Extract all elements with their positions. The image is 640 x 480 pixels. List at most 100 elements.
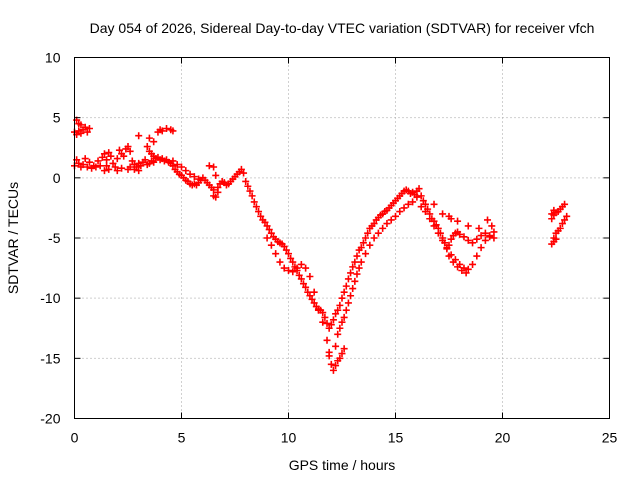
data-point xyxy=(338,318,346,326)
data-point xyxy=(302,264,310,272)
data-point xyxy=(285,250,292,258)
data-point xyxy=(400,204,408,212)
data-point xyxy=(357,244,365,252)
axis-ticks: 0 5 10 15 20 25 -20 -15 -10 -5 0 5 10 xyxy=(40,50,617,446)
data-point xyxy=(561,200,569,208)
data-point xyxy=(347,269,355,277)
data-point xyxy=(488,222,496,230)
data-point xyxy=(79,161,87,169)
data-point xyxy=(421,200,429,208)
x-tick-label: 10 xyxy=(281,430,297,446)
data-point xyxy=(255,208,263,216)
data-point xyxy=(387,216,395,224)
data-point xyxy=(460,233,468,241)
data-point xyxy=(321,313,329,321)
data-point xyxy=(98,153,106,161)
y-tick-label: -10 xyxy=(40,290,60,306)
data-point xyxy=(135,132,143,140)
data-point xyxy=(96,162,104,170)
data-point xyxy=(178,163,185,171)
data-point xyxy=(267,241,275,249)
data-point xyxy=(323,336,331,344)
data-point xyxy=(83,128,91,136)
data-point xyxy=(473,252,481,260)
data-point xyxy=(342,282,350,290)
data-point xyxy=(486,233,494,241)
data-point xyxy=(336,301,344,309)
data-point xyxy=(103,156,111,164)
data-point xyxy=(340,288,348,296)
y-axis-label: SDTVAR / TECUs xyxy=(5,182,21,294)
data-point xyxy=(481,229,489,237)
data-point xyxy=(325,324,333,332)
data-point xyxy=(334,330,342,338)
data-point xyxy=(550,206,558,214)
data-point xyxy=(265,226,273,234)
data-point xyxy=(244,182,252,190)
data-point xyxy=(248,192,256,200)
data-point xyxy=(111,163,119,171)
data-point xyxy=(426,215,434,223)
data-point xyxy=(105,149,113,157)
data-point xyxy=(306,292,314,300)
data-point xyxy=(404,200,412,208)
data-point xyxy=(124,143,132,151)
data-point xyxy=(237,165,245,173)
data-point xyxy=(304,288,312,296)
data-point xyxy=(210,186,218,194)
data-point xyxy=(370,220,378,228)
data-point xyxy=(430,200,438,208)
data-point xyxy=(445,241,453,249)
data-point xyxy=(443,245,451,253)
data-point xyxy=(246,187,254,195)
data-point xyxy=(323,319,331,327)
data-point xyxy=(454,263,462,271)
data-point xyxy=(445,252,453,260)
data-point xyxy=(310,288,318,296)
data-point xyxy=(306,273,314,281)
data-point xyxy=(319,309,327,317)
data-point xyxy=(449,258,457,266)
data-point xyxy=(302,283,310,291)
data-point xyxy=(77,121,85,129)
data-point xyxy=(126,147,134,155)
data-point xyxy=(252,203,260,211)
data-point xyxy=(214,183,222,191)
data-point xyxy=(319,318,327,326)
data-point xyxy=(458,266,466,274)
data-point xyxy=(481,236,489,244)
data-point xyxy=(113,155,121,163)
data-point xyxy=(107,152,115,160)
data-point xyxy=(548,210,556,218)
data-point xyxy=(558,220,566,228)
data-point xyxy=(366,241,374,249)
data-point xyxy=(130,165,138,173)
data-point xyxy=(556,224,564,232)
data-point xyxy=(332,310,340,318)
data-point xyxy=(75,159,83,167)
data-point xyxy=(276,258,284,266)
data-point xyxy=(552,235,560,243)
data-point xyxy=(81,123,89,131)
data-point xyxy=(561,216,569,224)
y-tick-label: -5 xyxy=(48,230,61,246)
y-tick-label: 0 xyxy=(53,170,61,186)
data-point xyxy=(329,316,337,324)
data-point xyxy=(267,229,275,237)
data-point xyxy=(362,234,370,242)
x-tick-label: 25 xyxy=(602,430,618,446)
data-point xyxy=(353,270,361,278)
data-point xyxy=(462,269,470,277)
data-point xyxy=(141,156,149,164)
data-point xyxy=(379,224,387,232)
data-point xyxy=(299,280,307,288)
data-point xyxy=(329,366,337,374)
data-point xyxy=(396,208,404,216)
data-point xyxy=(240,169,248,177)
data-point xyxy=(150,158,158,166)
data-point xyxy=(349,285,357,293)
data-point xyxy=(419,197,427,205)
data-point xyxy=(490,234,498,242)
data-point xyxy=(409,198,417,206)
data-point xyxy=(334,306,342,314)
